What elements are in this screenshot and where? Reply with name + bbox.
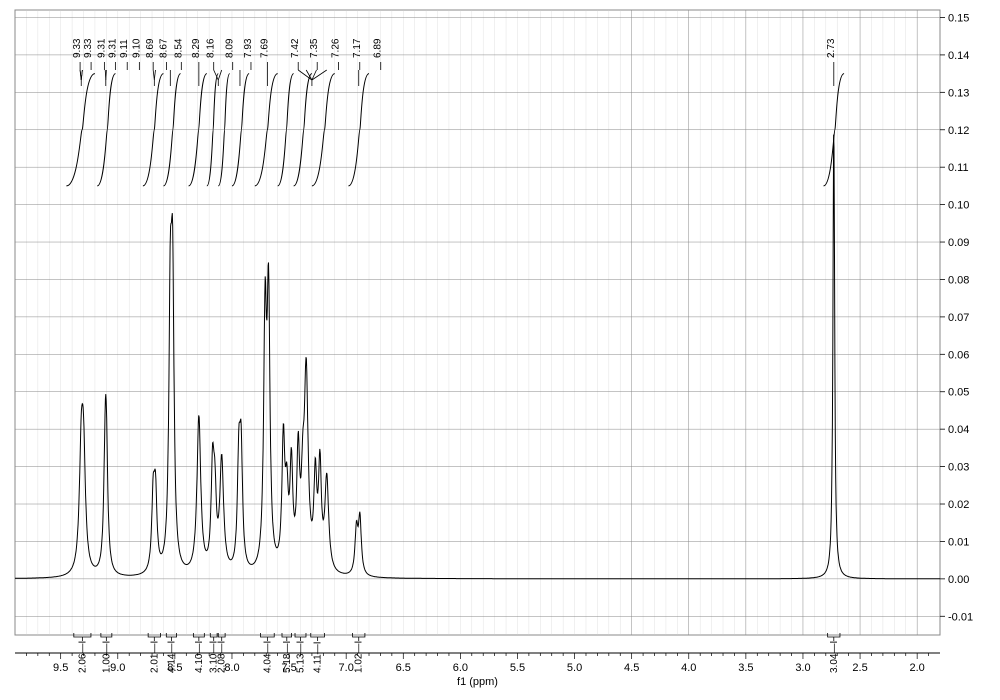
- svg-text:0.05: 0.05: [948, 387, 969, 399]
- svg-text:7.42: 7.42: [290, 38, 301, 58]
- svg-text:8.69: 8.69: [145, 38, 156, 58]
- svg-text:0.07: 0.07: [948, 312, 969, 324]
- svg-text:4.10—I: 4.10—I: [194, 641, 205, 673]
- svg-text:0.09: 0.09: [948, 237, 969, 249]
- svg-text:6.5: 6.5: [396, 662, 411, 674]
- svg-text:0.10: 0.10: [948, 200, 969, 212]
- svg-text:2.01—I: 2.01—I: [149, 641, 160, 673]
- svg-text:8.16: 8.16: [206, 38, 217, 58]
- svg-text:9.5: 9.5: [53, 662, 68, 674]
- svg-text:4.5: 4.5: [624, 662, 639, 674]
- svg-text:7.35: 7.35: [309, 38, 320, 58]
- svg-text:8.09: 8.09: [225, 38, 236, 58]
- svg-text:6.0: 6.0: [453, 662, 468, 674]
- svg-text:0.02: 0.02: [948, 499, 969, 511]
- svg-text:7.93: 7.93: [243, 38, 254, 58]
- svg-text:4.04—I: 4.04—I: [262, 641, 273, 673]
- svg-text:0.12: 0.12: [948, 125, 969, 137]
- svg-text:1.00—I: 1.00—I: [101, 641, 112, 673]
- svg-text:8.54: 8.54: [173, 38, 184, 58]
- svg-text:2.06—I: 2.06—I: [77, 641, 88, 673]
- svg-text:9.0: 9.0: [110, 662, 125, 674]
- svg-text:8.29: 8.29: [191, 38, 202, 58]
- svg-text:0.14: 0.14: [948, 50, 969, 62]
- nmr-spectrum-container: 9.59.08.58.07.57.06.56.05.55.04.54.03.53…: [0, 0, 1000, 700]
- svg-text:4.11—I: 4.11—I: [313, 642, 324, 674]
- svg-text:9.31: 9.31: [96, 38, 107, 58]
- svg-text:0.08: 0.08: [948, 274, 969, 286]
- svg-text:5.5: 5.5: [510, 662, 525, 674]
- svg-text:0.15: 0.15: [948, 12, 969, 24]
- svg-text:7.17: 7.17: [352, 38, 363, 58]
- svg-text:9.33: 9.33: [72, 38, 83, 58]
- svg-text:7.69: 7.69: [259, 38, 270, 58]
- svg-text:7.0: 7.0: [339, 662, 354, 674]
- svg-text:0.04: 0.04: [948, 424, 969, 436]
- svg-text:9.33: 9.33: [83, 38, 94, 58]
- svg-text:5.0: 5.0: [567, 662, 582, 674]
- svg-text:2.0: 2.0: [910, 662, 925, 674]
- svg-text:6.89: 6.89: [373, 38, 384, 58]
- svg-text:2.08—I: 2.08—I: [217, 641, 228, 673]
- svg-text:0.01: 0.01: [948, 536, 969, 548]
- svg-text:f1 (ppm): f1 (ppm): [457, 676, 498, 688]
- svg-text:2.5: 2.5: [852, 662, 867, 674]
- svg-text:0.13: 0.13: [948, 87, 969, 99]
- svg-text:8.67: 8.67: [158, 38, 169, 58]
- svg-text:9.31: 9.31: [107, 38, 118, 58]
- svg-text:1.02—I: 1.02—I: [354, 641, 365, 673]
- svg-text:-0.01: -0.01: [948, 611, 973, 623]
- svg-text:0.11: 0.11: [948, 162, 969, 174]
- svg-text:3.0: 3.0: [795, 662, 810, 674]
- svg-text:2.73: 2.73: [826, 38, 837, 58]
- svg-text:5.18—I: 5.18—I: [282, 641, 293, 673]
- svg-text:0.00: 0.00: [948, 574, 969, 586]
- svg-text:7.26: 7.26: [330, 38, 341, 58]
- nmr-svg: 9.59.08.58.07.57.06.56.05.55.04.54.03.53…: [0, 0, 1000, 700]
- svg-text:0.06: 0.06: [948, 349, 969, 361]
- svg-text:0.03: 0.03: [948, 462, 969, 474]
- svg-text:4.0: 4.0: [681, 662, 696, 674]
- svg-text:9.10: 9.10: [131, 38, 142, 58]
- svg-text:3.04—I: 3.04—I: [829, 641, 840, 673]
- svg-text:4.14—I: 4.14—I: [166, 641, 177, 673]
- svg-text:3.5: 3.5: [738, 662, 753, 674]
- svg-text:5.13—I: 5.13—I: [295, 641, 306, 673]
- svg-text:9.11: 9.11: [119, 39, 130, 58]
